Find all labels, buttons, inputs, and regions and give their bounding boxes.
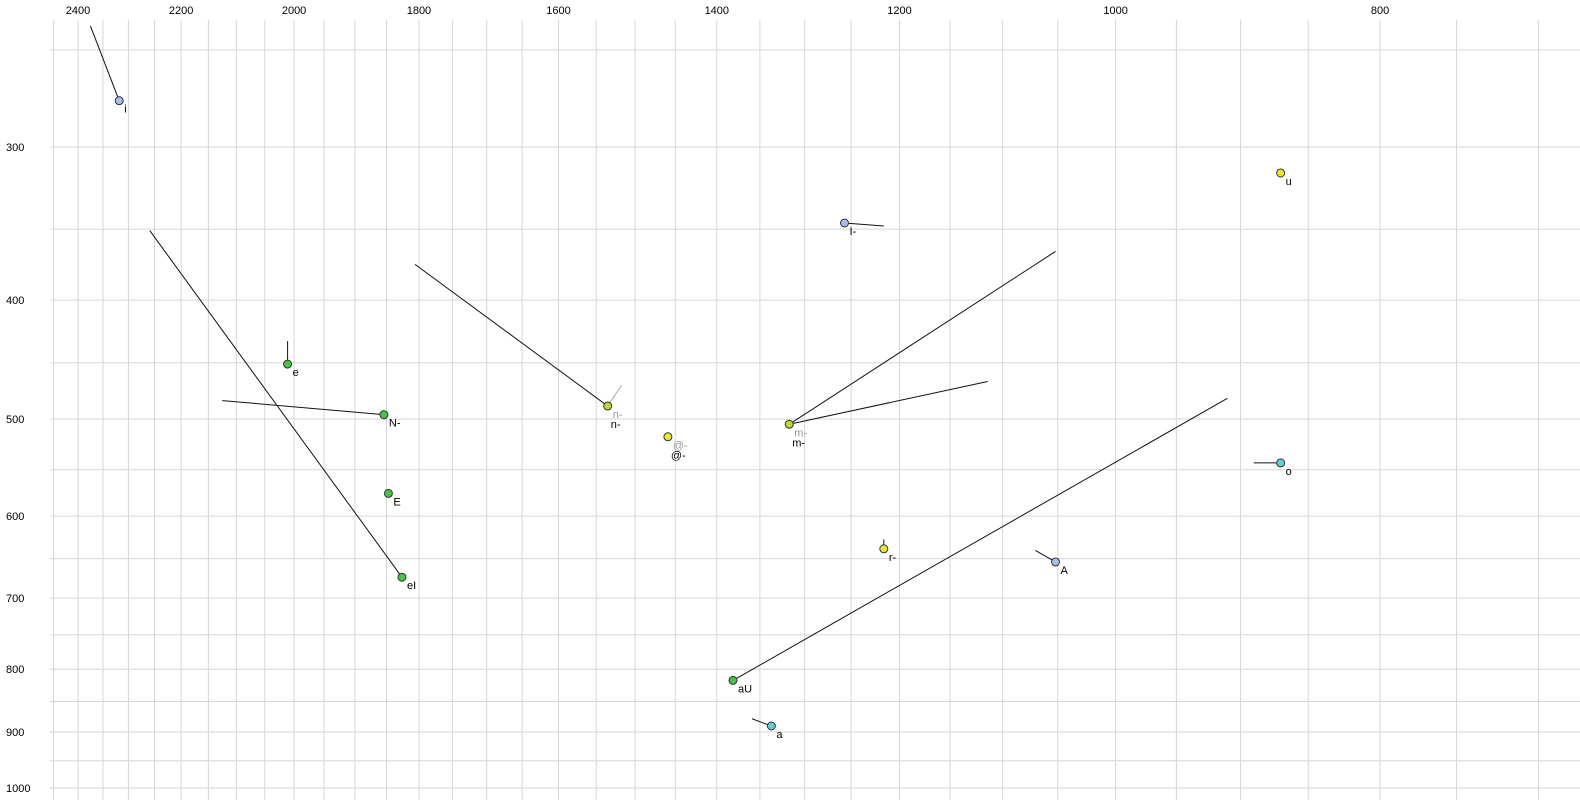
data-point-marker-r- — [879, 544, 889, 554]
formant-vector-m--0 — [788, 251, 1056, 425]
y-tick-label-700: 700 — [6, 593, 24, 605]
data-point-marker-E — [383, 488, 393, 498]
data-point-label-@--2: @- — [671, 450, 686, 462]
formant-vector-N--0 — [222, 400, 384, 416]
data-point-marker-a — [766, 721, 776, 731]
data-point-label-o: o — [1286, 466, 1292, 478]
data-point-marker-o — [1276, 458, 1286, 468]
data-point-marker-n- — [603, 401, 613, 411]
data-point-label-aU: aU — [738, 683, 752, 695]
x-tick-label-1600: 1600 — [546, 5, 570, 17]
y-tick-label-600: 600 — [6, 511, 24, 523]
data-point-label-I-: I- — [850, 226, 857, 238]
data-point-label-m-: m- — [794, 427, 807, 439]
x-tick-label-1800: 1800 — [407, 5, 431, 17]
x-tick-label-2400: 2400 — [66, 5, 90, 17]
y-tick-label-300: 300 — [6, 142, 24, 154]
data-point-label-u: u — [1286, 176, 1292, 188]
formant-vector-n--0 — [414, 263, 609, 407]
x-tick-label-800: 800 — [1371, 5, 1389, 17]
formant-vector-i-0 — [89, 25, 120, 101]
data-point-label-N-: N- — [389, 418, 401, 430]
data-point-label-@-: @- — [673, 440, 688, 452]
formant-vector-eI-0 — [149, 230, 403, 578]
data-point-marker-e — [283, 359, 293, 369]
y-tick-label-500: 500 — [6, 414, 24, 426]
data-point-marker-u — [1276, 168, 1286, 178]
formant-vector-m--1 — [789, 381, 988, 425]
data-point-label-r-: r- — [889, 552, 897, 564]
x-tick-label-2200: 2200 — [169, 5, 193, 17]
data-point-marker-@- — [663, 432, 673, 442]
data-point-label-n--2: n- — [611, 419, 621, 431]
data-point-marker-i — [114, 96, 124, 106]
data-point-label-eI: eI — [407, 580, 416, 592]
formant-vector-aU-0 — [732, 397, 1228, 681]
x-tick-label-1400: 1400 — [705, 5, 729, 17]
data-point-label-m--2: m- — [792, 437, 805, 449]
y-tick-label-400: 400 — [6, 295, 24, 307]
formant-vector-I--0 — [844, 222, 884, 227]
data-point-marker-aU — [728, 675, 738, 685]
data-point-label-i: i — [124, 104, 126, 116]
y-tick-label-1000: 1000 — [6, 783, 30, 795]
data-point-marker-I- — [840, 218, 850, 228]
data-point-label-A: A — [1061, 565, 1069, 577]
y-tick-label-900: 900 — [6, 727, 24, 739]
data-point-label-E: E — [393, 496, 400, 508]
data-point-label-e: e — [293, 367, 299, 379]
data-point-label-a: a — [776, 729, 783, 741]
x-tick-label-1200: 1200 — [887, 5, 911, 17]
data-point-marker-A — [1051, 557, 1061, 567]
data-point-marker-N- — [379, 410, 389, 420]
data-point-label-n-: n- — [613, 409, 623, 421]
data-point-marker-eI — [397, 572, 407, 582]
y-tick-label-800: 800 — [6, 664, 24, 676]
data-point-marker-m- — [784, 419, 794, 429]
x-tick-label-2000: 2000 — [282, 5, 306, 17]
x-tick-label-1000: 1000 — [1103, 5, 1127, 17]
